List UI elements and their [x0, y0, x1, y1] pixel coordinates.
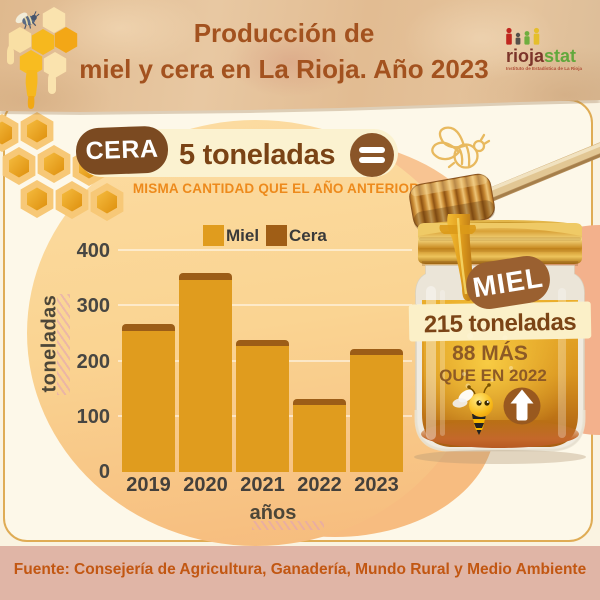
svg-text:215 toneladas: 215 toneladas: [424, 309, 577, 339]
svg-text:88 MÁS: 88 MÁS: [452, 342, 528, 365]
svg-text:QUE EN 2022: QUE EN 2022: [439, 366, 547, 385]
